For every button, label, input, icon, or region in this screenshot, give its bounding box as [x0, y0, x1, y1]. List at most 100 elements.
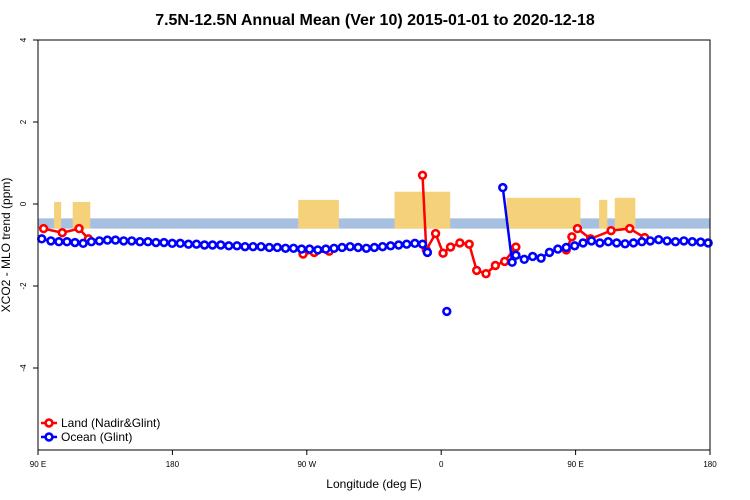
- ocean-point: [118, 236, 129, 246]
- x-tick-label: 180: [166, 460, 180, 469]
- ocean-point: [561, 242, 571, 253]
- ocean-point: [62, 237, 72, 247]
- legend-marker: [44, 418, 54, 428]
- ocean-point: [110, 235, 121, 245]
- x-axis-label: Longitude (deg E): [326, 477, 421, 491]
- land-mask: [54, 191, 636, 229]
- ocean-point: [369, 242, 380, 253]
- ocean-point: [191, 239, 202, 249]
- ocean-point: [321, 244, 331, 254]
- ocean-point: [102, 235, 113, 245]
- ocean-series-line: [501, 187, 514, 263]
- x-tick-label: 180: [703, 460, 717, 469]
- ocean-point: [603, 237, 613, 247]
- ocean-point: [578, 238, 588, 248]
- ocean-point: [417, 239, 428, 249]
- ocean-point: [670, 237, 681, 247]
- legend-label: Ocean (Glint): [61, 430, 132, 444]
- ocean-point: [410, 238, 420, 249]
- land-point: [455, 238, 465, 248]
- ocean-point: [167, 238, 177, 249]
- ocean-point: [37, 234, 47, 244]
- land-point: [572, 223, 583, 234]
- ocean-point: [544, 247, 555, 258]
- ocean-point: [401, 239, 412, 249]
- ocean-point: [637, 237, 647, 247]
- ocean-point: [422, 247, 433, 258]
- ocean-point: [54, 237, 64, 247]
- series-layer: [37, 170, 713, 317]
- ocean-point: [442, 306, 452, 317]
- ocean-point: [313, 245, 323, 255]
- ocean-point: [695, 237, 706, 247]
- ocean-point: [288, 243, 299, 253]
- land-point: [606, 225, 616, 236]
- chart-title: 7.5N-12.5N Annual Mean (Ver 10) 2015-01-…: [155, 12, 595, 29]
- ocean-point: [272, 242, 283, 253]
- ocean-point: [569, 241, 580, 251]
- ocean-point: [175, 238, 185, 249]
- ocean-point: [498, 182, 508, 193]
- ocean-point: [207, 240, 218, 250]
- ocean-point: [280, 243, 291, 253]
- ocean-point: [70, 237, 80, 248]
- land-point: [417, 170, 428, 181]
- land-mask-region: [599, 199, 608, 229]
- land-point: [430, 228, 441, 239]
- land-series-line: [43, 227, 90, 240]
- ocean-point: [393, 240, 404, 250]
- land-mask-region: [394, 191, 451, 229]
- y-tick-label: -2: [19, 282, 28, 290]
- land-point: [511, 242, 521, 252]
- land-point: [567, 232, 577, 242]
- land-point: [57, 228, 67, 238]
- land-mask-region: [54, 201, 62, 229]
- y-tick-label: 2: [19, 119, 28, 124]
- ocean-point: [94, 236, 105, 246]
- land-point: [74, 223, 84, 234]
- land-mask-region: [506, 197, 581, 229]
- ocean-point: [296, 244, 307, 254]
- land-point: [38, 223, 49, 234]
- ocean-point: [519, 254, 529, 265]
- legend: Land (Nadir&Glint)Ocean (Glint): [41, 416, 160, 444]
- y-tick-label: 0: [19, 201, 28, 206]
- ocean-point: [86, 237, 97, 247]
- ocean-point: [151, 237, 161, 248]
- ocean-point: [240, 241, 250, 252]
- ocean-point: [595, 238, 605, 248]
- ocean-point: [353, 242, 363, 253]
- ocean-point: [511, 250, 521, 260]
- ocean-point: [199, 240, 210, 250]
- ocean-point: [507, 257, 517, 267]
- y-tick-label: 4: [19, 37, 28, 42]
- ocean-point: [662, 236, 672, 246]
- land-point: [471, 265, 482, 276]
- ocean-point: [628, 238, 639, 248]
- ocean-point: [248, 241, 258, 252]
- ocean-point: [377, 241, 388, 252]
- x-tick-label: 90 E: [567, 460, 583, 469]
- legend-item: Ocean (Glint): [41, 430, 132, 444]
- ocean-point: [687, 237, 697, 247]
- ocean-point: [553, 244, 563, 254]
- ocean-point: [620, 239, 630, 249]
- y-axis-ticks: 4 2 0 -2 -4: [19, 37, 38, 372]
- legend-label: Land (Nadir&Glint): [61, 416, 160, 430]
- x-axis-ticks: 90 E 180 90 W 0 90 E 180: [30, 450, 717, 469]
- ocean-band: [38, 218, 710, 229]
- ocean-point: [256, 241, 266, 252]
- ocean-point: [159, 237, 169, 248]
- ocean-series: [37, 182, 713, 317]
- y-tick-label: -4: [19, 364, 28, 372]
- ocean-point: [345, 241, 355, 252]
- ocean-point: [527, 251, 538, 262]
- ocean-point: [224, 241, 234, 251]
- plot-frame: [37, 39, 711, 451]
- ocean-point: [78, 238, 88, 249]
- ocean-point: [143, 237, 153, 247]
- ocean-point: [264, 242, 274, 253]
- ocean-point: [329, 243, 339, 253]
- ocean-point: [135, 237, 145, 247]
